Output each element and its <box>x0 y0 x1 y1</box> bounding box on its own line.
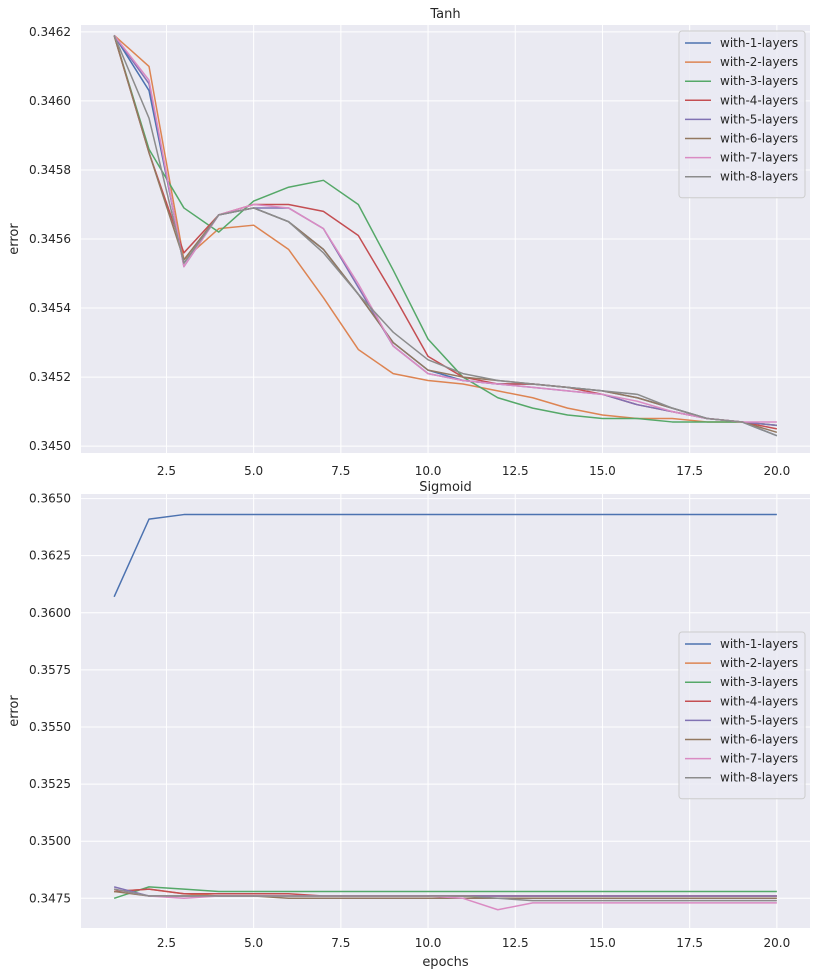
sigmoid-series-line-with-8-layers <box>113 888 777 902</box>
tanh-legend-box <box>678 30 806 199</box>
sigmoid-legend: with-1-layers with-2-layers with-3-layers w… <box>678 631 806 800</box>
tanh-x-tick-label: 7.5 <box>331 464 350 478</box>
tanh-series-line-with-3-layers <box>113 35 777 427</box>
tanh-x-tick-label: 15.0 <box>589 464 616 478</box>
sigmoid-y-tick-label: 0.3550 <box>29 720 71 734</box>
tanh-legend-label: with-1-layers <box>720 36 798 50</box>
tanh-y-tick-label: 0.3452 <box>29 370 71 384</box>
sigmoid-series-line-with-3-layers <box>113 886 777 900</box>
sigmoid-y-tick-label: 0.3475 <box>29 891 71 905</box>
sigmoid-legend-label: with-8-layers <box>720 771 798 785</box>
sigmoid-legend-box <box>678 631 806 800</box>
tanh-y-tick-label: 0.3454 <box>29 301 71 315</box>
tanh-legend-label: with-5-layers <box>720 112 798 126</box>
sigmoid-legend-label: with-3-layers <box>720 675 798 689</box>
tanh-x-tick-label: 2.5 <box>157 464 176 478</box>
sigmoid-y-axis-label: error <box>7 695 22 727</box>
sigmoid-chart-title: Sigmoid <box>419 480 472 495</box>
tanh-series-line-with-8-layers <box>113 35 778 437</box>
sigmoid-legend-label: with-4-layers <box>720 694 798 708</box>
sigmoid-x-tick-label: 12.5 <box>502 936 529 950</box>
sigmoid-legend-label: with-5-layers <box>720 713 798 727</box>
sigmoid-x-tick-label: 7.5 <box>331 936 350 950</box>
tanh-legend-label: with-6-layers <box>720 132 798 146</box>
sigmoid-legend-label: with-1-layers <box>720 637 798 651</box>
tanh-x-tick-label: 17.5 <box>676 464 703 478</box>
tanh-y-tick-label: 0.3458 <box>29 163 71 177</box>
tanh-y-axis-label: error <box>7 223 22 255</box>
sigmoid-x-tick-label: 5.0 <box>244 936 263 950</box>
tanh-y-tick-label: 0.3456 <box>29 232 71 246</box>
sigmoid-y-tick-label: 0.3600 <box>29 606 71 620</box>
tanh-series-line-with-2-layers <box>113 34 777 427</box>
tanh-legend-label: with-7-layers <box>720 151 798 165</box>
tanh-x-tick-label: 10.0 <box>415 464 442 478</box>
tanh-chart: 2.5 5.0 7.5 10.0 12.5 15.0 17.5 20.0 0.3450 0.345… <box>7 7 810 478</box>
tanh-y-tick-label: 0.3462 <box>29 25 71 39</box>
sigmoid-x-axis-label: epochs <box>422 955 469 970</box>
sigmoid-y-tick-label: 0.3525 <box>29 777 71 791</box>
tanh-x-tick-label: 5.0 <box>244 464 263 478</box>
tanh-legend: with-1-layers with-2-layers with-3-layers w… <box>678 30 806 199</box>
sigmoid-x-tick-label: 10.0 <box>415 936 442 950</box>
sigmoid-y-tick-label: 0.3575 <box>29 663 71 677</box>
sigmoid-x-tick-label: 20.0 <box>764 936 791 950</box>
sigmoid-y-tick-label: 0.3650 <box>29 492 71 506</box>
sigmoid-series-line-with-1-layers <box>113 513 777 598</box>
sigmoid-chart: 2.5 5.0 7.5 10.0 12.5 15.0 17.5 20.0 0.3475 0.350… <box>7 480 810 970</box>
tanh-x-tick-label: 20.0 <box>764 464 791 478</box>
tanh-x-tick-label: 12.5 <box>502 464 529 478</box>
tanh-y-tick-label: 0.3460 <box>29 94 71 108</box>
tanh-legend-label: with-8-layers <box>720 170 798 184</box>
tanh-legend-label: with-3-layers <box>720 74 798 88</box>
tanh-legend-label: with-2-layers <box>720 55 798 69</box>
sigmoid-legend-label: with-7-layers <box>720 752 798 766</box>
sigmoid-legend-label: with-6-layers <box>720 733 798 747</box>
tanh-y-tick-label: 0.3450 <box>29 439 71 453</box>
tanh-chart-title: Tanh <box>429 7 460 22</box>
sigmoid-y-tick-label: 0.3500 <box>29 834 71 848</box>
sigmoid-legend-label: with-2-layers <box>720 656 798 670</box>
sigmoid-y-tick-label: 0.3625 <box>29 549 71 563</box>
sigmoid-x-tick-label: 17.5 <box>676 936 703 950</box>
tanh-legend-label: with-4-layers <box>720 93 798 107</box>
sigmoid-x-tick-label: 2.5 <box>157 936 176 950</box>
sigmoid-x-tick-label: 15.0 <box>589 936 616 950</box>
